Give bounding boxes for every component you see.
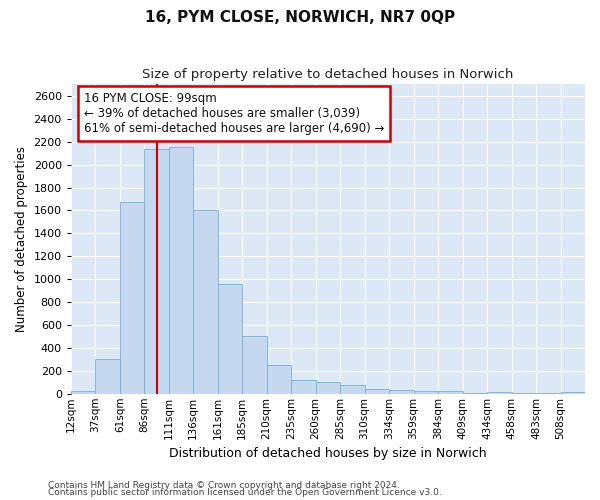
Bar	[71, 392, 95, 394]
Bar	[316, 382, 340, 394]
Bar	[389, 390, 413, 394]
Bar	[144, 148, 169, 394]
X-axis label: Distribution of detached houses by size in Norwich: Distribution of detached houses by size …	[169, 447, 487, 460]
Bar	[218, 284, 242, 394]
Bar	[463, 393, 487, 394]
Bar	[365, 388, 389, 394]
Bar	[120, 202, 144, 394]
Bar	[512, 393, 536, 394]
Bar	[95, 360, 120, 394]
Y-axis label: Number of detached properties: Number of detached properties	[15, 146, 28, 332]
Bar	[536, 393, 560, 394]
Text: 16, PYM CLOSE, NORWICH, NR7 0QP: 16, PYM CLOSE, NORWICH, NR7 0QP	[145, 10, 455, 25]
Bar	[193, 210, 218, 394]
Text: 16 PYM CLOSE: 99sqm
← 39% of detached houses are smaller (3,039)
61% of semi-det: 16 PYM CLOSE: 99sqm ← 39% of detached ho…	[83, 92, 384, 135]
Bar	[413, 392, 438, 394]
Bar	[487, 392, 512, 394]
Bar	[340, 384, 365, 394]
Text: Contains public sector information licensed under the Open Government Licence v3: Contains public sector information licen…	[48, 488, 442, 497]
Bar	[291, 380, 316, 394]
Bar	[242, 336, 267, 394]
Bar	[169, 148, 193, 394]
Bar	[267, 365, 291, 394]
Bar	[560, 392, 585, 394]
Bar	[438, 392, 463, 394]
Text: Contains HM Land Registry data © Crown copyright and database right 2024.: Contains HM Land Registry data © Crown c…	[48, 480, 400, 490]
Title: Size of property relative to detached houses in Norwich: Size of property relative to detached ho…	[142, 68, 514, 80]
